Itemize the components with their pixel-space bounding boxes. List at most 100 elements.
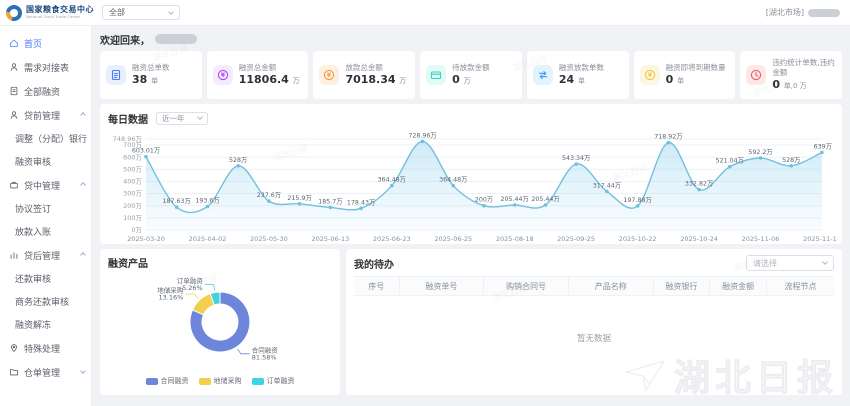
svg-text:237.6万: 237.6万 [257,191,281,199]
sidebar: 首页 需求对接表 全部融资 贷前管理 调整（分配）银行 融资审核 贷中管理 协议… [0,26,92,406]
svg-text:528万: 528万 [229,156,247,164]
sidebar-item-label: 融资解冻 [15,321,52,331]
brand-title: 国家粮食交易中心 [26,5,94,14]
todo-filter-select[interactable]: 请选择 [746,255,834,271]
svg-text:2025-06-25: 2025-06-25 [434,235,472,243]
stat-label: 违约统计单数,违约金额 [772,58,835,77]
svg-text:332.82万: 332.82万 [685,180,713,188]
svg-text:543.34万: 543.34万 [562,154,590,162]
svg-text:2025-09-25: 2025-09-25 [557,235,595,243]
stat-card-financing-total-amount: ¥ 融资总金额 11806.4 万 [206,51,309,99]
svg-text:300万: 300万 [123,190,142,198]
sidebar-item-label: 贷前管理 [24,111,61,122]
sidebar-item-financing-unfreeze[interactable]: 融资解冻 [0,313,91,336]
legend-swatch [198,377,211,385]
chevron-up-icon [80,182,86,188]
stat-value: 0 [772,77,780,91]
svg-text:400万: 400万 [123,178,142,186]
svg-text:364.48万: 364.48万 [378,176,406,184]
sidebar-group-preloan[interactable]: 贷前管理 [0,103,91,127]
chevron-down-icon [80,368,86,374]
legend-item-order-financing[interactable]: 订单融资 [251,376,295,386]
todo-table-body: 暂无数据 [354,296,834,380]
sidebar-item-repayment-review[interactable]: 还款审核 [0,267,91,290]
svg-text:197.88万: 197.88万 [623,196,651,204]
stat-value: 0 [452,72,460,86]
column-header-contract-no: 购销合同号 [484,277,569,295]
svg-text:205.44万: 205.44万 [531,195,559,203]
svg-text:603.01万: 603.01万 [132,147,160,155]
column-header-financing-bank: 融资银行 [654,277,711,295]
sidebar-item-special-handling[interactable]: 特殊处理 [0,336,91,360]
svg-text:215.9万: 215.9万 [287,194,311,202]
svg-text:187.63万: 187.63万 [163,197,191,205]
stat-unit: 万 [463,76,471,85]
chevron-down-icon [168,8,174,15]
sidebar-item-label: 协议签订 [15,205,52,215]
svg-text:521.04万: 521.04万 [716,157,744,165]
svg-text:364.48万: 364.48万 [439,176,467,184]
svg-text:185.7万: 185.7万 [318,197,342,205]
stat-label: 放款总金额 [345,62,383,72]
svg-text:2025-10-22: 2025-10-22 [619,235,657,243]
org-filter-select[interactable]: 全部 [102,5,180,20]
column-header-process-node: 流程节点 [784,281,817,291]
svg-text:317.44万: 317.44万 [593,181,621,189]
sidebar-item-label: 商务还款审核 [15,298,70,308]
stat-card-disbursed-total-amount: ¥ 放款总金额 7018.34 万 [313,51,416,99]
folder-icon [10,369,18,376]
stat-value: 0 [665,72,674,86]
sidebar-item-all-financing[interactable]: 全部融资 [0,79,91,103]
stat-value: 7018.34 [345,72,396,86]
sidebar-item-financing-review[interactable]: 融资审核 [0,150,91,173]
todo-filter-placeholder: 请选择 [753,258,777,268]
legend-item-local-reserve-purchase[interactable]: 地储采购 [198,376,242,386]
stat-unit: 万 [292,76,300,85]
legend-label: 合同融资 [160,377,189,385]
stat-label: 融资总单数 [132,62,170,72]
date-range-select[interactable]: 近一年 [156,111,208,125]
stat-card-financing-total-count: 融资总单数 38 单 [100,51,202,99]
sidebar-item-home[interactable]: 首页 [0,31,91,55]
svg-text:200万: 200万 [123,202,142,210]
chevron-up-icon [80,112,86,118]
legend-item-contract-financing[interactable]: 合同融资 [145,376,189,386]
svg-text:2025-10-24: 2025-10-24 [680,235,718,243]
chevron-down-icon [197,114,203,120]
brand-logo: 国家粮食交易中心 National Grain Trade Center [0,4,94,21]
svg-text:718.92万: 718.92万 [654,133,682,141]
brand-subtitle: National Grain Trade Center [26,15,81,20]
svg-text:2025-11-06: 2025-11-06 [742,235,780,243]
stat-card-disbursed-order-count: 融资放款单数 24 单 [526,51,629,99]
legend-swatch [145,377,158,385]
sidebar-item-loan-disbursement[interactable]: 放款入账 [0,220,91,243]
svg-text:748.96万: 748.96万 [113,135,143,143]
stat-unit: 单,0 万 [783,81,807,90]
sidebar-item-demand-matching[interactable]: 需求对接表 [0,55,91,79]
column-header-index: 序号 [354,277,400,295]
sidebar-item-label: 仓单管理 [24,368,61,379]
sidebar-group-warehouse-receipt[interactable]: 仓单管理 [0,360,91,384]
sidebar-group-postloan[interactable]: 贷后管理 [0,243,91,267]
svg-text:2025-08-18: 2025-08-18 [496,235,534,243]
sidebar-item-agreement-signing[interactable]: 协议签订 [0,197,91,220]
bar-chart-icon [10,252,18,259]
top-bar: 国家粮食交易中心 National Grain Trade Center 全部 … [0,0,850,26]
briefcase-icon [10,181,18,189]
svg-text:13.16%: 13.16% [159,294,184,302]
svg-text:178.43万: 178.43万 [347,198,375,206]
welcome-user-redacted [155,34,197,44]
sidebar-item-business-repayment-review[interactable]: 商务还款审核 [0,290,91,313]
sidebar-item-adjust-bank[interactable]: 调整（分配）银行 [0,127,91,150]
sidebar-item-label: 贷中管理 [24,181,61,192]
column-header-financing-amount: 融资金额 [710,277,768,295]
stat-unit: 万 [399,76,407,85]
svg-text:2025-06-13: 2025-06-13 [311,235,349,243]
svg-text:0万: 0万 [131,226,142,234]
stat-card-expiring-soon-count: ¥ 融资即将到期数量 0 单 [633,51,736,99]
svg-text:2025-03-20: 2025-03-20 [127,235,165,243]
svg-text:2025-06-23: 2025-06-23 [373,235,411,243]
svg-text:700万: 700万 [123,141,142,149]
sidebar-group-midloan[interactable]: 贷中管理 [0,173,91,197]
